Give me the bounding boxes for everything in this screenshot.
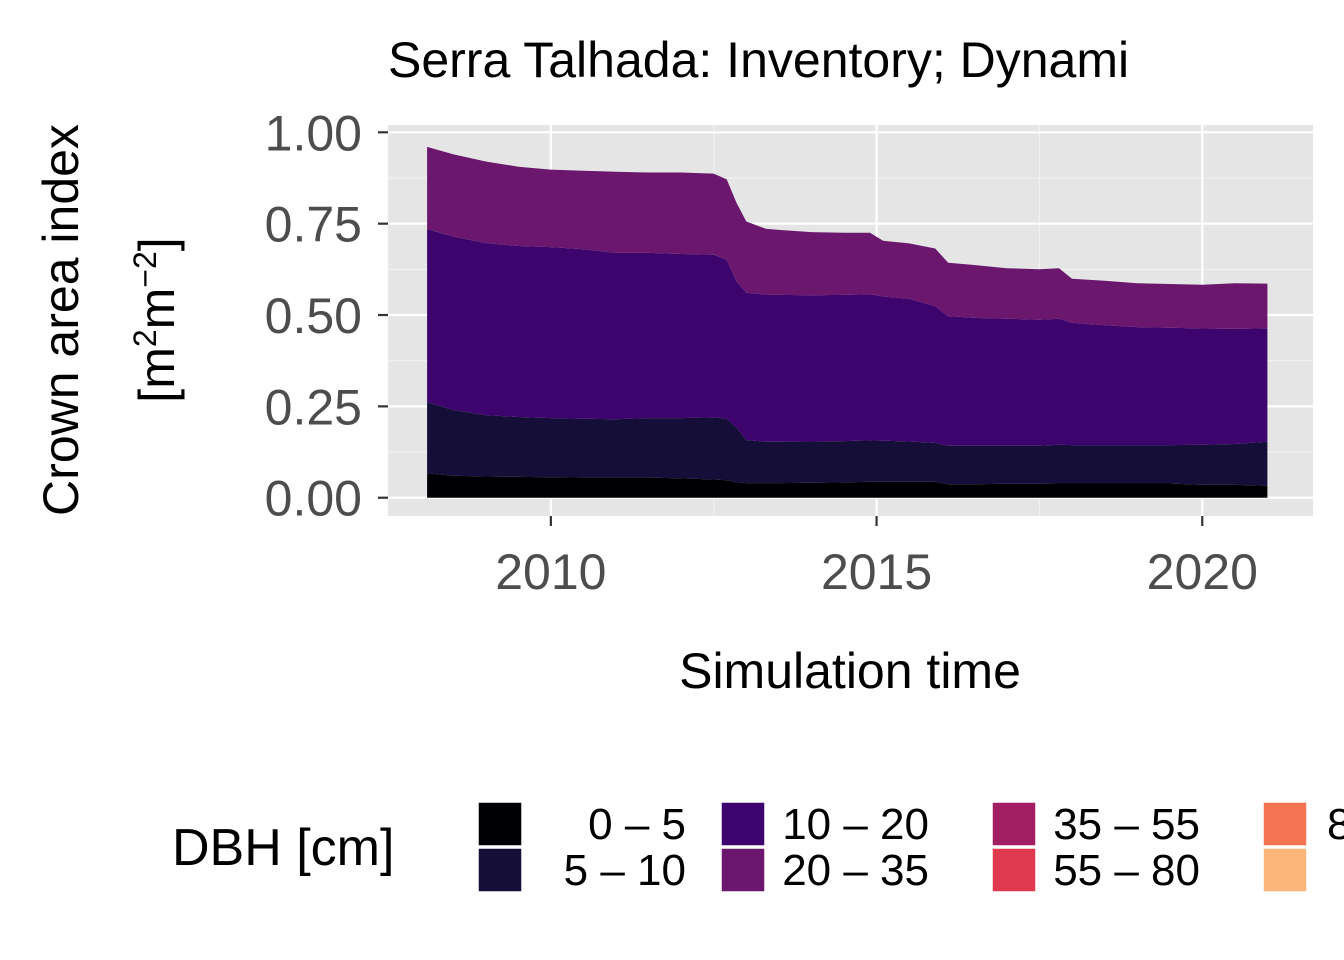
y-tick-label: 0.75 (265, 197, 362, 253)
legend: DBH [cm] 0 – 55 – 10 10 – 2020 – 35 35 – 5… (172, 800, 1344, 895)
area-series-4 (427, 146, 1268, 329)
legend-key-4 (720, 847, 766, 893)
legend-label-3: 10 – 20 (782, 800, 929, 849)
x-tick-label: 2020 (1147, 544, 1258, 600)
legend-label-6: 55 – 80 (1053, 846, 1200, 895)
legend-key-5 (991, 801, 1037, 847)
legend-key-3 (720, 801, 766, 847)
legend-key-7 (1262, 801, 1308, 847)
y-axis-title-line1: Crown area index (33, 124, 89, 516)
y-tick-label: 1.00 (265, 105, 362, 161)
y-tick-label: 0.25 (265, 379, 362, 435)
y-tick-label: 0.50 (265, 288, 362, 344)
area-series-1 (427, 473, 1268, 498)
legend-label-4: 20 – 35 (782, 846, 929, 895)
x-axis-title: Simulation time (679, 643, 1021, 699)
legend-label-1: 0 – 5 (588, 800, 686, 849)
x-axis: 2010 2015 2020 (495, 516, 1258, 600)
legend-key-1 (477, 801, 523, 847)
y-tick-label: 0.00 (265, 471, 362, 527)
legend-label-5: 35 – 55 (1053, 800, 1200, 849)
chart-title: Serra Talhada: Inventory; Dynami (388, 32, 1129, 88)
y-axis-title-line2: [m2m−2] (127, 237, 185, 402)
area-series-2 (427, 402, 1268, 486)
legend-label-7: 8 (1327, 800, 1344, 849)
legend-label-2: 5 – 10 (564, 846, 686, 895)
legend-key-6 (991, 847, 1037, 893)
x-tick-label: 2010 (495, 544, 606, 600)
legend-title: DBH [cm] (172, 819, 394, 877)
legend-key-2 (477, 847, 523, 893)
x-tick-label: 2015 (821, 544, 932, 600)
y-axis-title: Crown area index [m2m−2] (33, 124, 185, 516)
y-axis: 0.00 0.25 0.50 0.75 1.00 (265, 105, 388, 527)
legend-key-8 (1262, 847, 1308, 893)
area-series-3 (427, 229, 1268, 446)
stacked-areas (427, 146, 1268, 498)
